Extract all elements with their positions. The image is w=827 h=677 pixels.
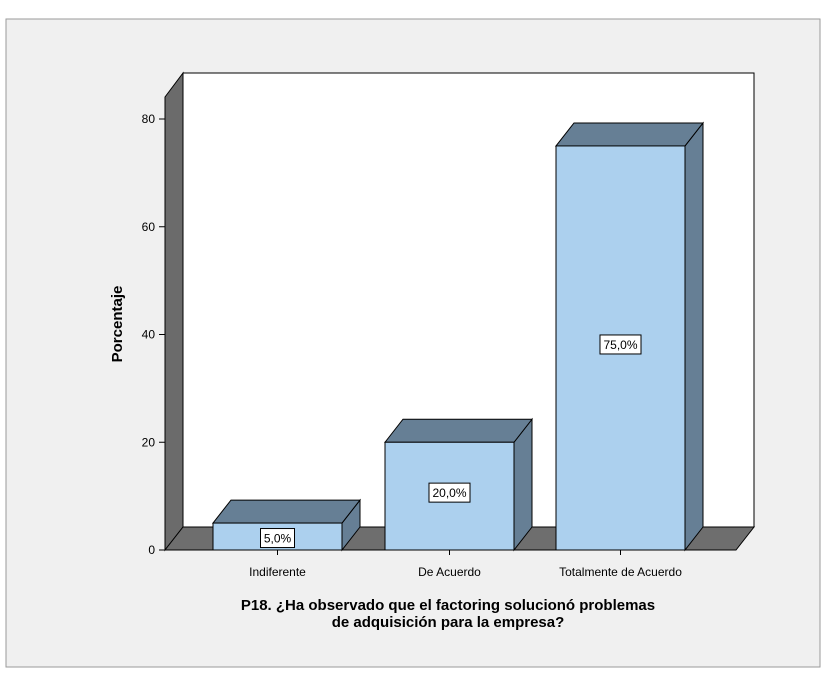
data-label: 20,0% [432, 486, 466, 500]
x-axis-label-line-2: de adquisición para la empresa? [332, 614, 565, 631]
x-tick-label: Totalmente de Acuerdo [559, 565, 682, 579]
left-wall [164, 71, 184, 552]
bar-2: 20,0% [383, 417, 534, 552]
bar-side-face [684, 121, 704, 552]
data-label-box [599, 334, 642, 355]
data-label-box [260, 528, 295, 549]
x-tick-label: De Acuerdo [418, 565, 481, 579]
x-tick-label: Indiferente [249, 565, 306, 579]
y-tick-label: 40 [142, 328, 156, 342]
y-tick-label: 80 [142, 112, 156, 126]
bars: 5,0% 20,0% 75,0% [211, 121, 705, 552]
data-label: 75,0% [603, 338, 637, 352]
data-label: 5,0% [264, 532, 292, 546]
bar-top-face [211, 499, 362, 524]
bar-top-face [554, 122, 705, 147]
y-axis: 0 20 40 60 80 [142, 97, 166, 557]
y-tick-label: 20 [142, 435, 156, 449]
bar-top-face [383, 418, 534, 443]
data-label-box [428, 482, 471, 503]
y-tick-label: 0 [148, 543, 155, 557]
y-tick-label: 60 [142, 220, 156, 234]
x-axis: Indiferente De Acuerdo Totalmente de Acuer… [165, 549, 736, 579]
bar-1: 5,0% [211, 498, 362, 552]
bar-3: 75,0% [554, 121, 705, 552]
y-axis-label: Porcentaje [109, 286, 126, 363]
x-axis-label-line-1: P18. ¿Ha observado que el factoring solu… [241, 597, 655, 614]
